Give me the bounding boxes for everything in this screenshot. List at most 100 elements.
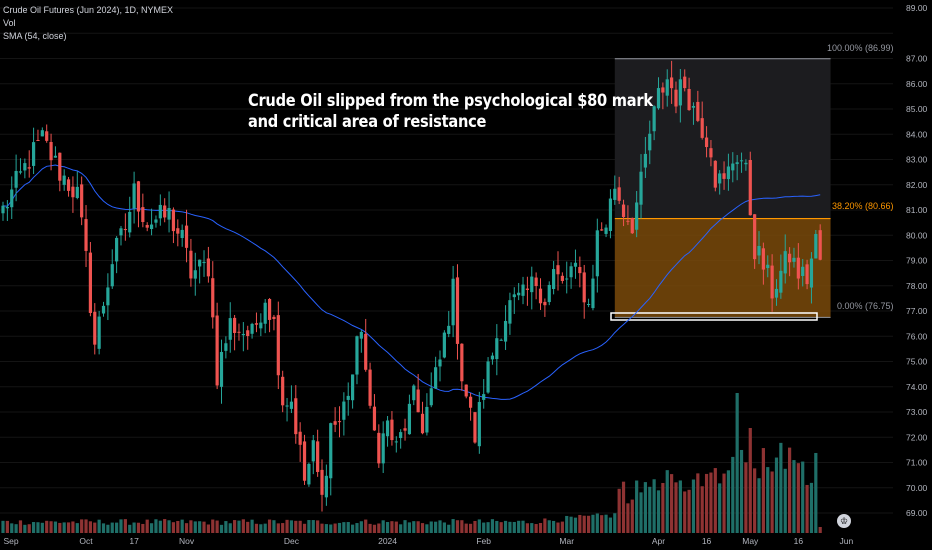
candle — [163, 198, 167, 223]
candle-body — [202, 261, 206, 264]
volume-bar — [508, 521, 512, 533]
candle — [75, 171, 79, 200]
volume-bar — [206, 524, 210, 533]
candle — [687, 77, 691, 111]
candle-body — [294, 398, 298, 435]
volume-bar — [285, 519, 289, 533]
candle-body — [678, 79, 682, 106]
candle — [93, 303, 97, 355]
volume-bar — [66, 522, 71, 533]
x-tick-label: Nov — [179, 536, 195, 546]
y-tick-label: 69.00 — [906, 508, 928, 518]
candle-body — [556, 265, 560, 275]
tradingview-logo-icon[interactable]: ♔ — [837, 514, 851, 528]
candle-body — [324, 475, 328, 498]
volume-bar — [176, 520, 180, 533]
candle — [254, 312, 259, 333]
y-tick-label: 75.00 — [906, 357, 928, 367]
volume-bar — [718, 483, 722, 533]
candle-body — [779, 270, 783, 293]
candle-body — [451, 278, 455, 326]
volume-bar — [329, 524, 333, 533]
candle — [31, 127, 36, 175]
candle — [512, 287, 516, 314]
text-annotation[interactable]: Crude Oil slipped from the psychological… — [248, 91, 653, 133]
volume-bar — [530, 523, 534, 533]
volume-bar — [141, 523, 145, 533]
volume-bar — [586, 515, 591, 533]
candle-body — [420, 413, 425, 434]
candle-body — [355, 336, 359, 375]
candle-body — [796, 257, 800, 279]
candle-body — [744, 162, 748, 165]
candle-body — [565, 278, 569, 280]
volume-bar — [805, 484, 809, 533]
candle-body — [503, 320, 508, 342]
volume-bar — [761, 448, 765, 533]
candle-body — [237, 331, 241, 333]
candle-body — [329, 423, 333, 479]
candle — [696, 90, 700, 123]
candle — [316, 429, 320, 477]
candle-body — [342, 401, 346, 420]
legend-volume[interactable]: Vol — [3, 18, 16, 28]
volume-bar — [499, 522, 503, 533]
x-tick-label: Mar — [559, 536, 574, 546]
volume-bar — [372, 524, 377, 533]
candle — [198, 259, 202, 284]
candle — [123, 213, 127, 241]
volume-bar — [460, 520, 464, 533]
y-tick-label: 87.00 — [906, 54, 928, 64]
candle-body — [731, 163, 735, 171]
candle-body — [613, 188, 617, 200]
volume-bar — [468, 523, 473, 533]
volume-bar — [71, 521, 75, 533]
volume-bar — [394, 521, 398, 533]
legend-symbol[interactable]: Crude Oil Futures (Jun 2024), 1D, NYMEX — [3, 5, 174, 15]
candle-body — [604, 227, 608, 234]
candle-body — [442, 332, 446, 358]
candle-body — [407, 403, 412, 435]
candle — [53, 146, 58, 158]
volume-bar — [556, 522, 560, 533]
candle-body — [626, 220, 630, 222]
volume-bar — [128, 524, 132, 533]
volume-bar — [713, 468, 717, 533]
volume-bar — [416, 521, 420, 533]
volume-bar — [604, 514, 608, 533]
candle — [84, 205, 88, 268]
legend-sma[interactable]: SMA (54, close) — [3, 31, 67, 41]
volume-bar — [184, 523, 189, 533]
y-tick-label: 81.00 — [906, 205, 928, 215]
candle — [324, 464, 328, 506]
volume-bar — [766, 467, 770, 533]
candle — [184, 209, 189, 263]
volume-bar — [578, 514, 582, 533]
volume-bar — [569, 516, 573, 533]
candle — [237, 323, 241, 341]
candle-body — [250, 323, 254, 334]
volume-bar — [512, 521, 516, 533]
candle — [656, 77, 661, 110]
candle-body — [600, 229, 604, 231]
candle — [368, 362, 372, 409]
candle-body — [372, 406, 377, 431]
volume-bar — [53, 521, 58, 533]
y-tick-label: 72.00 — [906, 432, 928, 442]
candle — [534, 272, 538, 300]
candle-body — [704, 137, 709, 148]
candle — [311, 434, 315, 475]
volume-bar — [390, 521, 394, 533]
y-tick-label: 74.00 — [906, 382, 928, 392]
candle — [434, 356, 438, 390]
candle-body — [281, 376, 285, 406]
candle-body — [211, 278, 215, 318]
candle — [246, 325, 250, 350]
candle — [141, 193, 145, 228]
candle — [10, 176, 14, 219]
candle — [748, 151, 752, 216]
volume-bar — [219, 524, 224, 533]
candle-body — [648, 133, 652, 151]
candle-body — [547, 284, 551, 303]
